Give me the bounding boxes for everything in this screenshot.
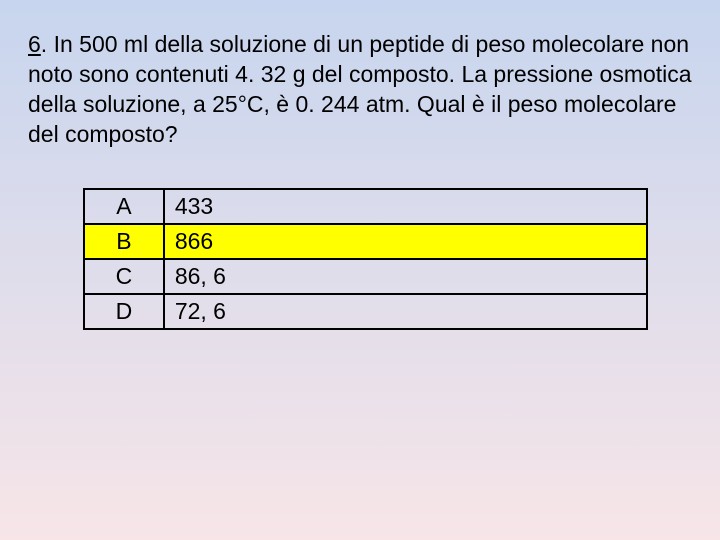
table-row: C 86, 6 xyxy=(84,259,647,294)
answer-value: 433 xyxy=(164,189,647,224)
answer-value: 86, 6 xyxy=(164,259,647,294)
table-row: B 866 xyxy=(84,224,647,259)
answer-label: D xyxy=(84,294,164,329)
answer-label: B xyxy=(84,224,164,259)
answer-value: 72, 6 xyxy=(164,294,647,329)
table-row: D 72, 6 xyxy=(84,294,647,329)
question-text: 6. In 500 ml della soluzione di un pepti… xyxy=(28,30,692,150)
question-number: 6 xyxy=(28,31,41,57)
table-row: A 433 xyxy=(84,189,647,224)
slide-container: 6. In 500 ml della soluzione di un pepti… xyxy=(0,0,720,540)
question-body: . In 500 ml della soluzione di un peptid… xyxy=(28,31,692,147)
answer-table: A 433 B 866 C 86, 6 D 72, 6 xyxy=(83,188,648,330)
answer-label: A xyxy=(84,189,164,224)
answer-value: 866 xyxy=(164,224,647,259)
answer-label: C xyxy=(84,259,164,294)
answer-table-body: A 433 B 866 C 86, 6 D 72, 6 xyxy=(84,189,647,329)
